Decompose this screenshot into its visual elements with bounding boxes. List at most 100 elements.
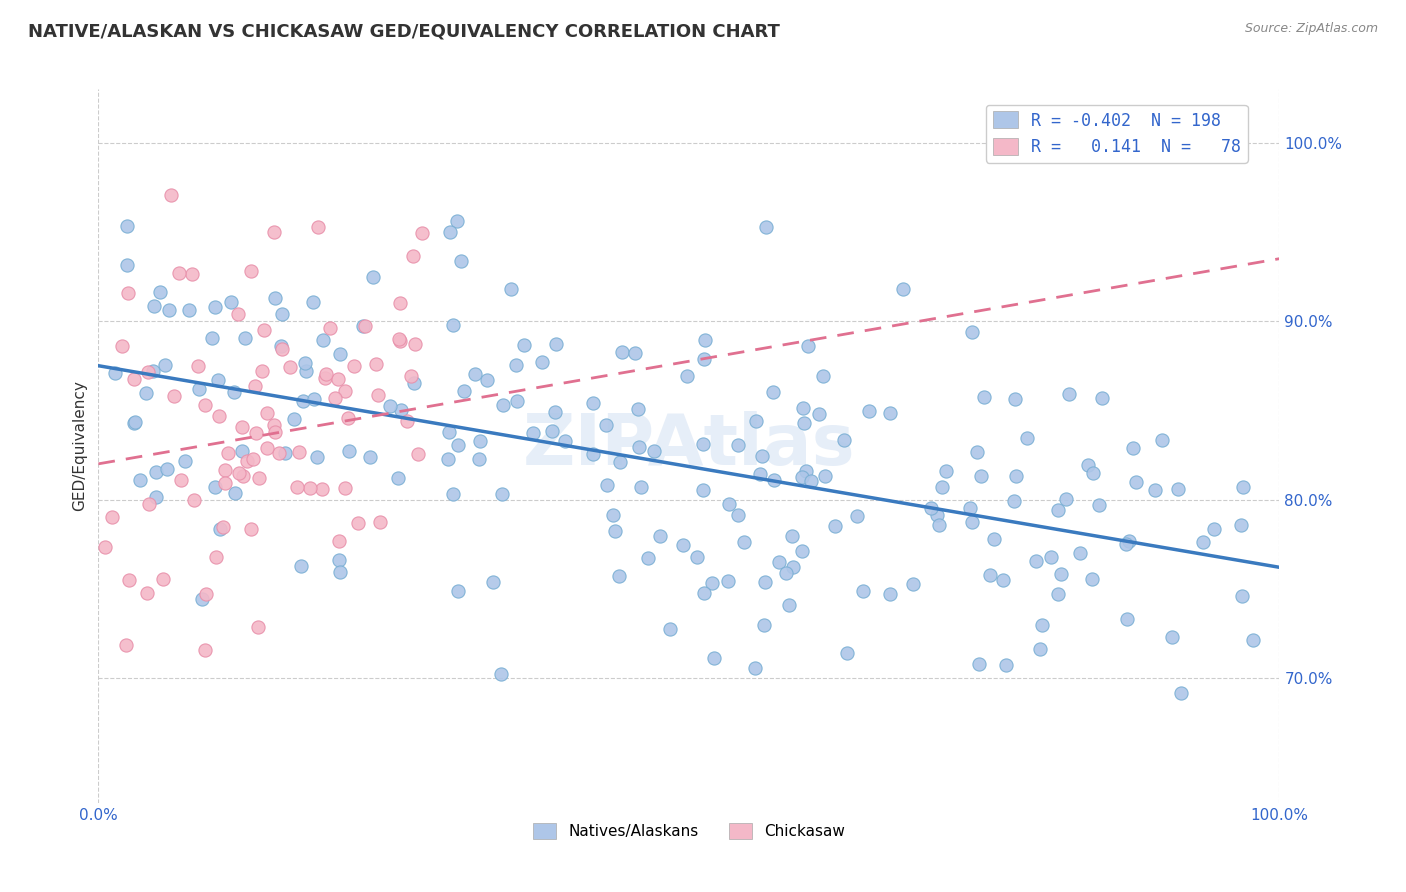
Point [749,467,772,482]
Point [1167,482,1189,496]
Point [596,478,619,492]
Point [1047,502,1070,516]
Point [295,363,318,377]
Point [183,493,205,508]
Point [240,264,263,278]
Point [333,384,356,398]
Point [554,434,576,448]
Point [232,469,254,483]
Point [800,474,823,488]
Point [1059,387,1081,401]
Point [194,643,217,657]
Point [1115,537,1137,551]
Point [343,359,366,373]
Point [623,346,645,360]
Point [115,258,138,272]
Point [672,538,695,552]
Point [928,517,950,532]
Point [744,414,766,428]
Point [692,437,714,451]
Point [602,508,624,523]
Point [808,407,831,421]
Point [775,566,797,581]
Point [401,368,423,383]
Point [540,424,562,438]
Point [214,475,236,490]
Point [224,486,246,500]
Point [354,319,377,334]
Point [290,558,312,573]
Point [506,394,529,409]
Point [167,266,190,280]
Point [491,486,513,500]
Point [609,455,631,469]
Point [288,444,311,458]
Point [544,405,567,419]
Point [814,469,837,483]
Point [263,425,285,439]
Point [959,500,981,515]
Point [188,382,211,396]
Point [153,358,176,372]
Point [979,568,1001,582]
Point [1087,498,1109,512]
Point [263,417,285,432]
Point [299,481,322,495]
Point [522,425,544,440]
Point [366,357,388,371]
Point [832,433,855,447]
Point [446,214,468,228]
Point [1081,467,1104,481]
Point [627,440,650,454]
Point [314,371,336,385]
Point [994,658,1017,673]
Point [388,334,411,348]
Point [326,372,349,386]
Point [263,291,285,305]
Point [962,325,984,339]
Point [155,462,177,476]
Point [274,445,297,459]
Point [768,555,790,569]
Point [217,446,239,460]
Point [824,518,846,533]
Point [157,303,180,318]
Point [852,584,875,599]
Point [960,515,983,529]
Point [208,409,231,424]
Point [162,389,184,403]
Point [231,443,253,458]
Point [531,355,554,369]
Point [637,550,659,565]
Point [693,333,716,347]
Point [207,373,229,387]
Point [214,463,236,477]
Point [361,270,384,285]
Point [464,367,486,381]
Point [187,359,209,373]
Point [117,219,139,233]
Point [1047,587,1070,601]
Point [231,420,253,434]
Point [1115,612,1137,626]
Point [475,373,498,387]
Point [222,385,245,400]
Point [311,482,333,496]
Point [650,529,672,543]
Point [970,468,993,483]
Point [145,465,167,479]
Point [1161,630,1184,644]
Point [240,522,263,536]
Point [450,254,472,268]
Point [751,449,773,463]
Point [221,294,243,309]
Point [242,451,264,466]
Point [693,585,716,599]
Point [582,396,605,410]
Point [122,417,145,431]
Point [246,620,269,634]
Text: Source: ZipAtlas.com: Source: ZipAtlas.com [1244,22,1378,36]
Point [1192,535,1215,549]
Point [920,500,942,515]
Point [630,480,652,494]
